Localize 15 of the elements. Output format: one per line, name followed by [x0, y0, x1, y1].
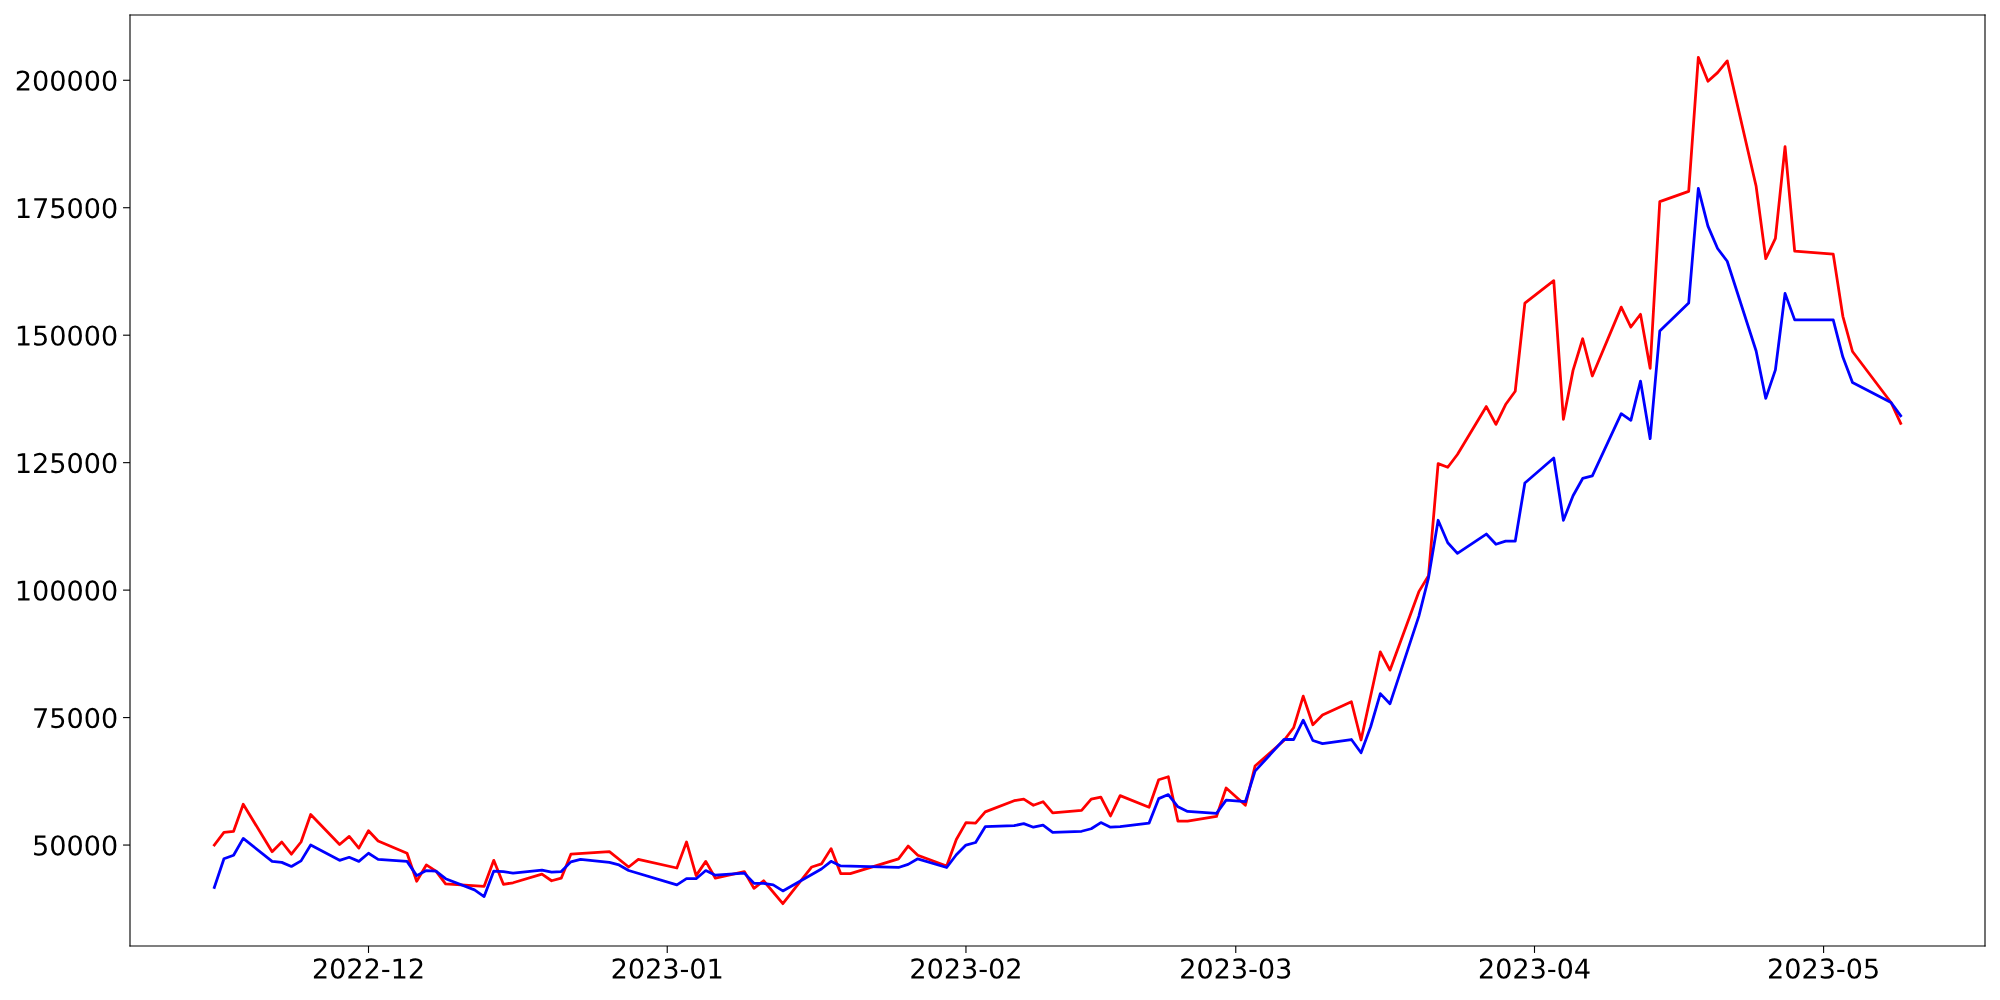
y-tick-label: 75000: [34, 707, 117, 729]
y-tick-label: 125000: [17, 452, 117, 474]
x-tick-label: 2023-04: [1479, 958, 1590, 979]
x-tick-label: 2023-02: [911, 958, 1020, 979]
y-tick-label: 200000: [16, 70, 117, 91]
y-tick-label: 175000: [17, 197, 117, 219]
x-tick-label: 2023-05: [1768, 958, 1878, 979]
y-tick-label: 150000: [17, 325, 117, 346]
x-tick-label: 2023-01: [612, 958, 722, 979]
y-tick-label: 100000: [17, 580, 117, 601]
x-tick-label: 2022-12: [313, 958, 423, 979]
x-tick-label: 2023-03: [1181, 958, 1291, 979]
line-series: [212, 186, 1903, 898]
line-series: [212, 55, 1903, 906]
y-tick-label: 50000: [34, 835, 117, 856]
